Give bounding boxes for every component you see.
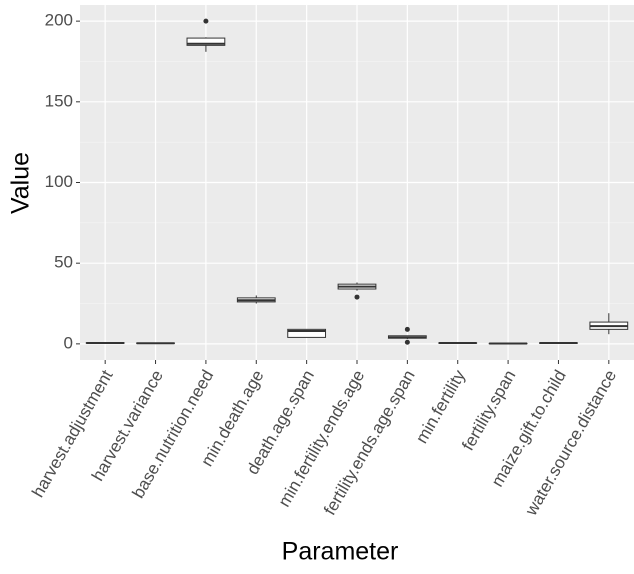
y-tick-label: 0 — [64, 333, 73, 352]
x-tick-label: min.fertility — [412, 366, 469, 446]
y-tick-label: 50 — [54, 253, 73, 272]
y-tick-label: 200 — [45, 11, 73, 30]
outlier — [355, 295, 360, 300]
y-tick-label: 100 — [45, 172, 73, 191]
outlier — [405, 340, 410, 345]
outlier — [203, 19, 208, 24]
x-axis-title: Parameter — [282, 538, 399, 566]
outlier — [405, 327, 410, 332]
x-tick-label: fertility.ends.age.span — [320, 367, 419, 519]
y-tick-label: 150 — [45, 91, 73, 110]
y-axis-title: Value — [7, 152, 35, 214]
x-tick-label: water.source.distance — [521, 367, 620, 520]
